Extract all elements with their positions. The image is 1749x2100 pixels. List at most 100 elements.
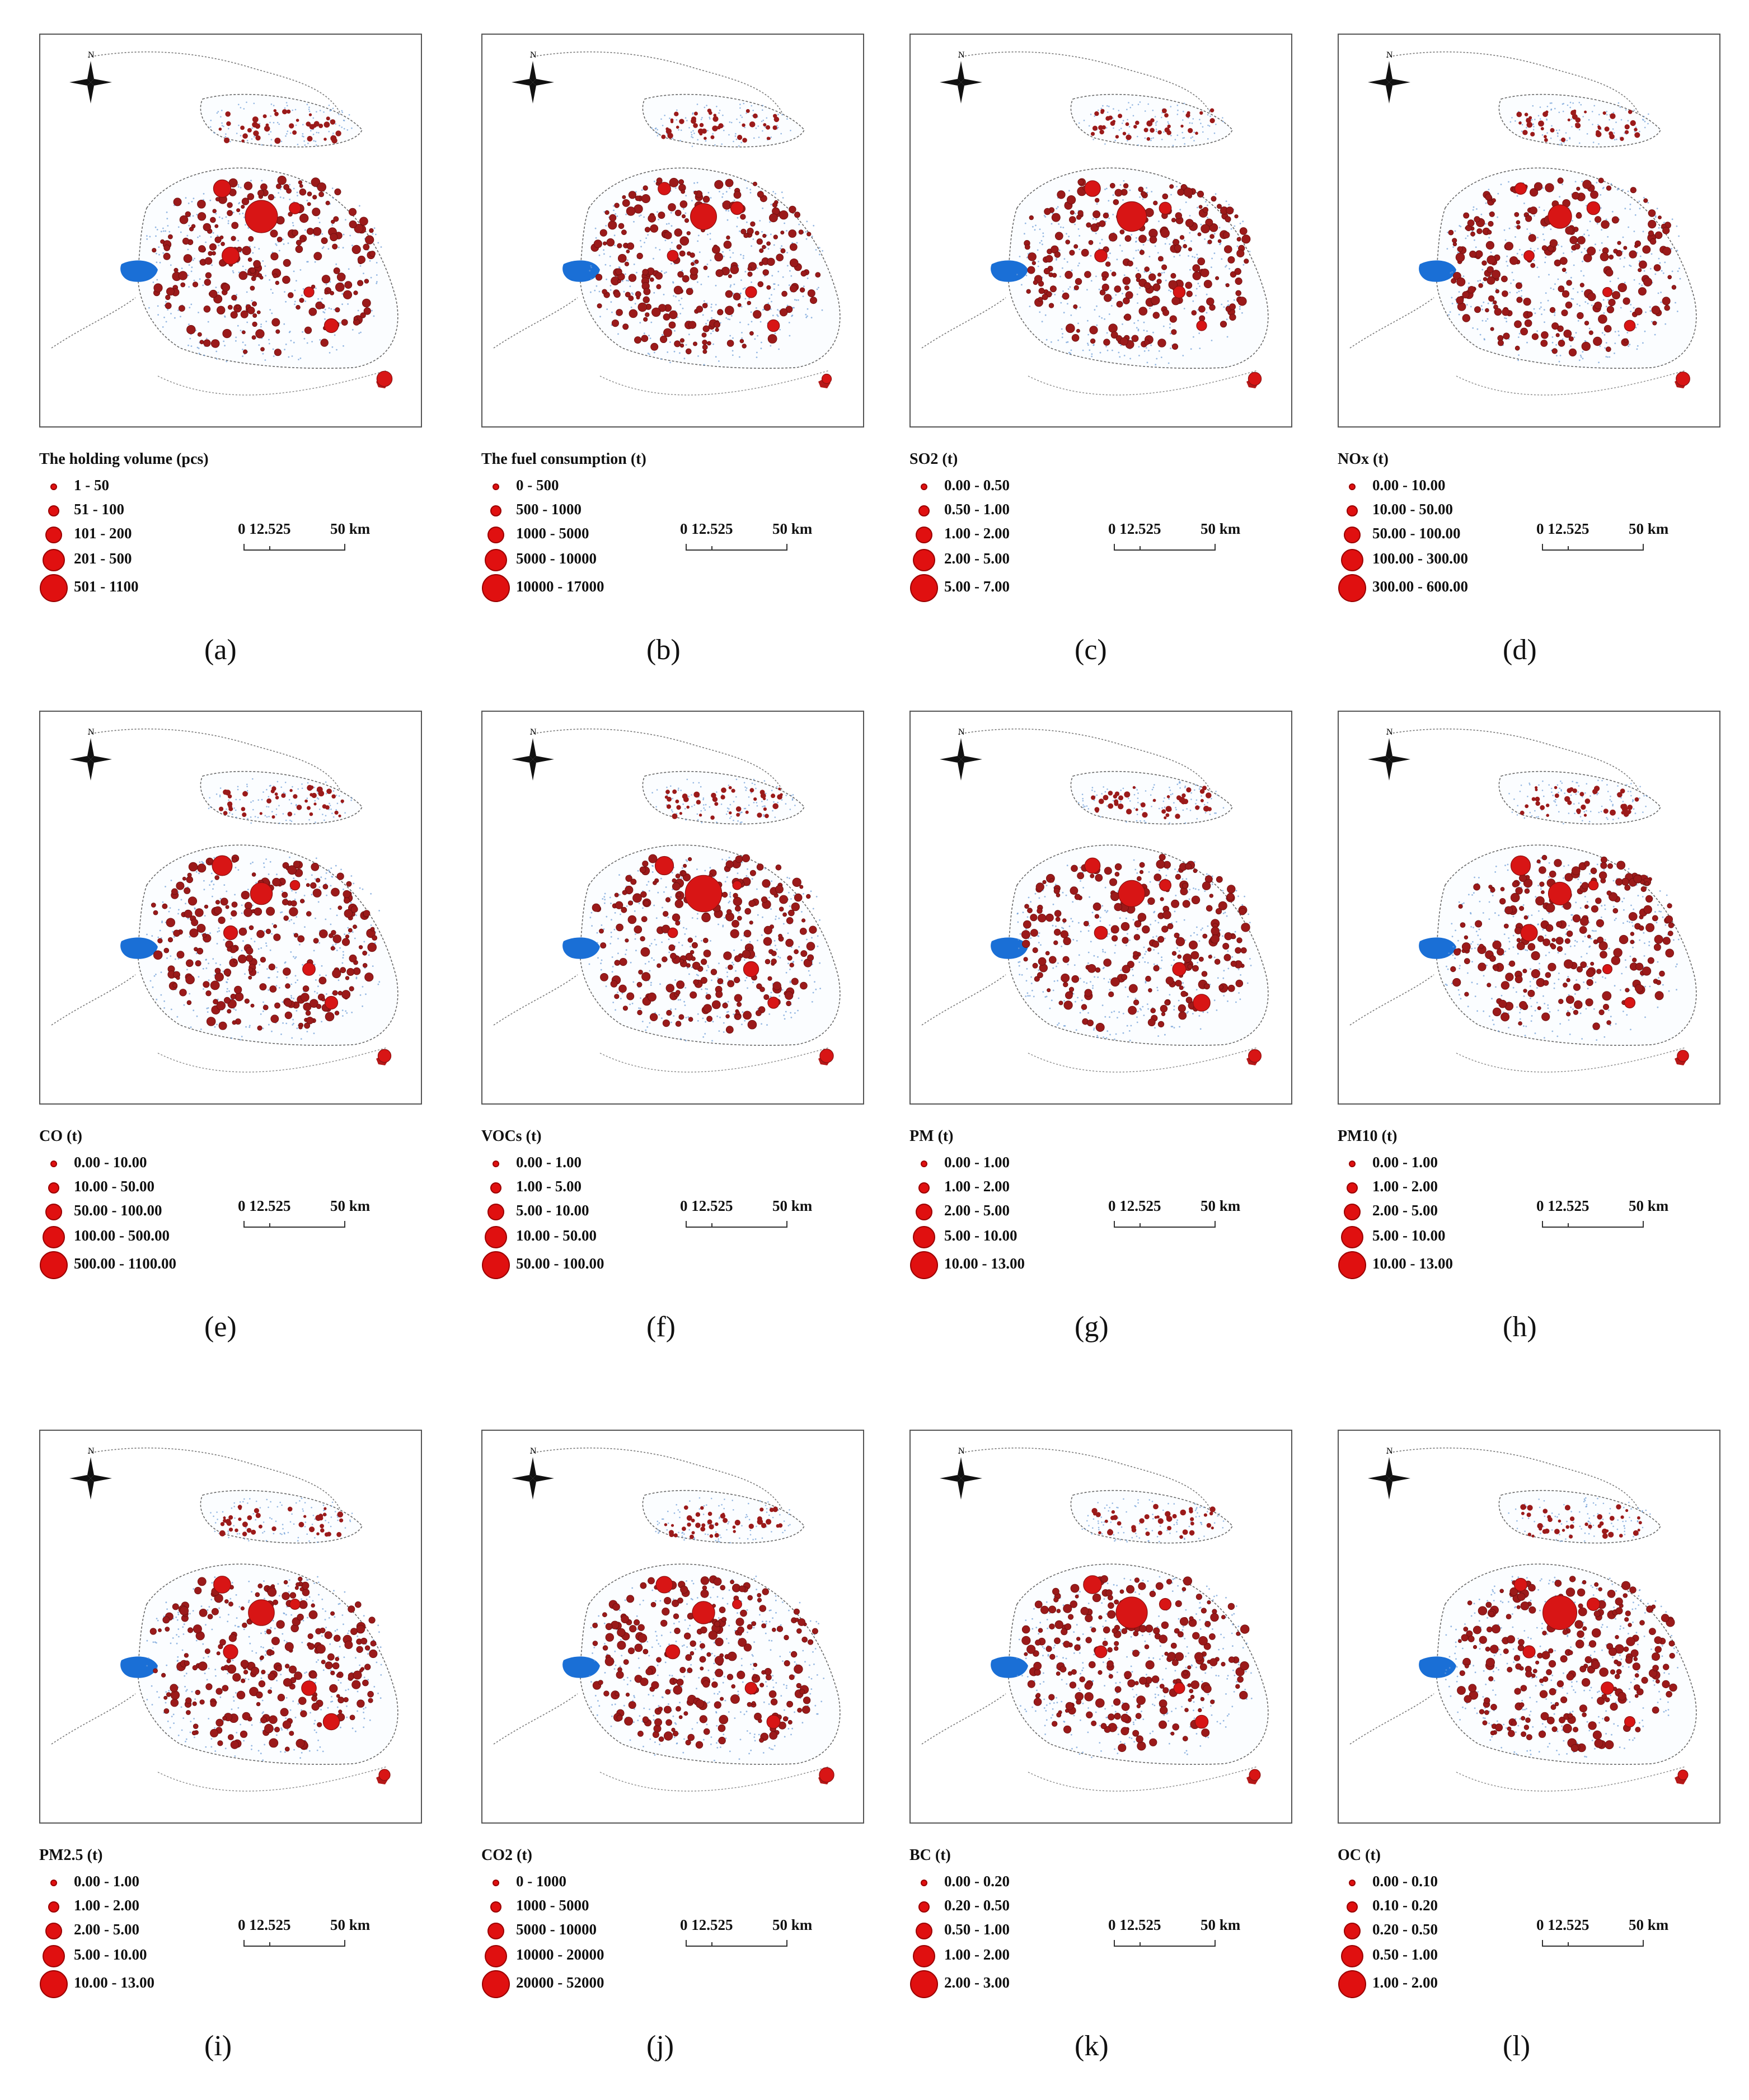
legend: PM10 (t) 0.00 - 1.00 1.00 - 2.00 2.00 - 5.0… xyxy=(1338,1127,1741,1295)
legend-label: 300.00 - 600.00 xyxy=(1372,578,1468,595)
legend-circle-icon xyxy=(45,1204,62,1220)
legend-item: 5.00 - 7.00 xyxy=(909,574,1122,605)
legend-label: 1.00 - 2.00 xyxy=(1372,1178,1438,1195)
legend-title: The holding volume (pcs) xyxy=(39,450,209,468)
scale-start-label: 0 12.525 xyxy=(1108,1916,1161,1933)
map-panel: N PM (t) 0.00 - 1.00 1.00 - 2.00 2.00 - 5.0… xyxy=(909,711,1312,1343)
legend-title: BC (t) xyxy=(909,1847,951,1864)
legend-title: PM (t) xyxy=(909,1127,954,1145)
legend: CO2 (t) 0 - 1000 1000 - 5000 5000 - 10000 10… xyxy=(481,1847,884,2014)
legend-item: 50.00 - 100.00 xyxy=(481,1251,694,1282)
scale-bar: 0 12.525 50 km xyxy=(238,520,370,554)
legend-circle-icon xyxy=(1349,483,1356,490)
scale-start-label: 0 12.525 xyxy=(1108,520,1161,537)
legend-circle-icon xyxy=(43,1945,65,1967)
legend: BC (t) 0.00 - 0.20 0.20 - 0.50 0.50 - 1.00 1… xyxy=(909,1847,1312,2014)
legend-item: 501 - 1100 xyxy=(39,574,252,605)
legend-label: 0.50 - 1.00 xyxy=(1372,1946,1438,1963)
scale-line xyxy=(243,544,345,551)
legend-circle-icon xyxy=(910,1251,938,1279)
legend-circle-icon xyxy=(918,1182,930,1194)
scale-line xyxy=(686,1940,787,1947)
legend-title: The fuel consumption (t) xyxy=(481,450,646,468)
legend-item: 0.50 - 1.00 xyxy=(1338,1945,1550,1973)
legend-circle-icon xyxy=(50,1880,57,1886)
legend-circle-icon xyxy=(916,1204,932,1220)
scale-end-label: 50 km xyxy=(772,1916,813,1933)
map-panel: N BC (t) 0.00 - 0.20 0.20 - 0.50 0.50 - 1.0… xyxy=(909,1430,1312,2062)
map-frame: N xyxy=(1338,34,1720,427)
legend-circle-icon xyxy=(1347,1182,1358,1194)
legend-label: 1000 - 5000 xyxy=(516,1897,589,1914)
panel-caption: (h) xyxy=(1503,1311,1537,1343)
scale-bar: 0 12.525 50 km xyxy=(1108,1916,1240,1950)
legend-circle-icon xyxy=(1341,1226,1363,1248)
scale-bar: 0 12.525 50 km xyxy=(1536,1197,1668,1231)
legend: PM2.5 (t) 0.00 - 1.00 1.00 - 2.00 2.00 - 5.… xyxy=(39,1847,442,2014)
legend-item: 300.00 - 600.00 xyxy=(1338,574,1550,605)
map-canvas: N xyxy=(51,727,398,1073)
legend-circle-icon xyxy=(485,549,507,571)
legend-item: 10000 - 20000 xyxy=(481,1945,694,1973)
legend-circle-icon xyxy=(1347,1901,1358,1913)
map-panel: N The holding volume (pcs) 1 - 50 51 - 100… xyxy=(39,34,442,666)
legend-title: PM10 (t) xyxy=(1338,1127,1398,1145)
legend-item: 0.00 - 1.00 xyxy=(39,1872,252,1900)
map-canvas: N xyxy=(493,727,841,1073)
legend-label: 10.00 - 50.00 xyxy=(1372,501,1453,518)
legend-label: 1.00 - 5.00 xyxy=(516,1178,582,1195)
legend-label: 1000 - 5000 xyxy=(516,525,589,542)
map-panel: N PM2.5 (t) 0.00 - 1.00 1.00 - 2.00 2.00 - … xyxy=(39,1430,442,2062)
scale-end-label: 50 km xyxy=(772,1197,813,1214)
north-label: N xyxy=(88,727,95,737)
legend-item: 0.20 - 0.50 xyxy=(1338,1920,1550,1948)
map-canvas: N xyxy=(51,1446,398,1792)
legend-circle-icon xyxy=(493,483,499,490)
map-frame: N xyxy=(909,1430,1292,1824)
legend-item: 5000 - 10000 xyxy=(481,549,694,577)
legend-item: 0.00 - 0.50 xyxy=(909,476,1122,504)
scale-end-label: 50 km xyxy=(1629,1197,1669,1214)
scale-line xyxy=(1114,544,1216,551)
legend-label: 1.00 - 2.00 xyxy=(944,1946,1010,1963)
map-frame: N xyxy=(481,1430,864,1824)
legend-label: 0.00 - 1.00 xyxy=(74,1873,139,1890)
legend-item: 0.20 - 0.50 xyxy=(909,1896,1122,1924)
legend-item: 500 - 1000 xyxy=(481,500,694,528)
map-canvas: N xyxy=(1349,1446,1697,1792)
legend-item: 10000 - 17000 xyxy=(481,574,694,605)
legend-item: 2.00 - 5.00 xyxy=(39,1920,252,1948)
scale-bar: 0 12.525 50 km xyxy=(1536,1916,1668,1950)
legend-circle-icon xyxy=(490,1901,501,1913)
legend-label: 500.00 - 1100.00 xyxy=(74,1255,177,1272)
map-canvas: N xyxy=(921,1446,1269,1792)
legend-item: 0.00 - 1.00 xyxy=(1338,1153,1550,1181)
scale-line xyxy=(1542,1940,1644,1947)
legend-circle-icon xyxy=(913,549,935,571)
legend-circle-icon xyxy=(50,1161,57,1167)
legend-label: 0.00 - 0.10 xyxy=(1372,1873,1438,1890)
legend-item: 0.10 - 0.20 xyxy=(1338,1896,1550,1924)
legend-item: 0.00 - 10.00 xyxy=(39,1153,252,1181)
map-frame: N xyxy=(1338,711,1720,1105)
legend-item: 101 - 200 xyxy=(39,524,252,552)
legend-label: 1.00 - 2.00 xyxy=(944,1178,1010,1195)
legend-item: 0 - 1000 xyxy=(481,1872,694,1900)
legend-item: 1.00 - 2.00 xyxy=(909,1177,1122,1205)
map-panel: N OC (t) 0.00 - 0.10 0.10 - 0.20 0.20 - 0.5… xyxy=(1338,1430,1741,2062)
legend-item: 1.00 - 2.00 xyxy=(909,1945,1122,1973)
legend-circle-icon xyxy=(490,505,501,516)
scale-bar: 0 12.525 50 km xyxy=(680,1197,812,1231)
panel-caption: (c) xyxy=(1075,634,1107,666)
map-panel: N PM10 (t) 0.00 - 1.00 1.00 - 2.00 2.00 - 5… xyxy=(1338,711,1741,1343)
legend-circle-icon xyxy=(482,1251,510,1279)
legend-label: 5.00 - 7.00 xyxy=(944,578,1010,595)
legend-item: 0.00 - 0.20 xyxy=(909,1872,1122,1900)
legend-title: CO (t) xyxy=(39,1127,82,1145)
north-label: N xyxy=(958,1446,965,1456)
scale-line xyxy=(686,1221,787,1228)
legend-item: 5000 - 10000 xyxy=(481,1920,694,1948)
legend-label: 0.00 - 10.00 xyxy=(1372,477,1446,494)
legend: PM (t) 0.00 - 1.00 1.00 - 2.00 2.00 - 5.00 5… xyxy=(909,1127,1312,1295)
panel-caption: (j) xyxy=(646,2030,674,2062)
